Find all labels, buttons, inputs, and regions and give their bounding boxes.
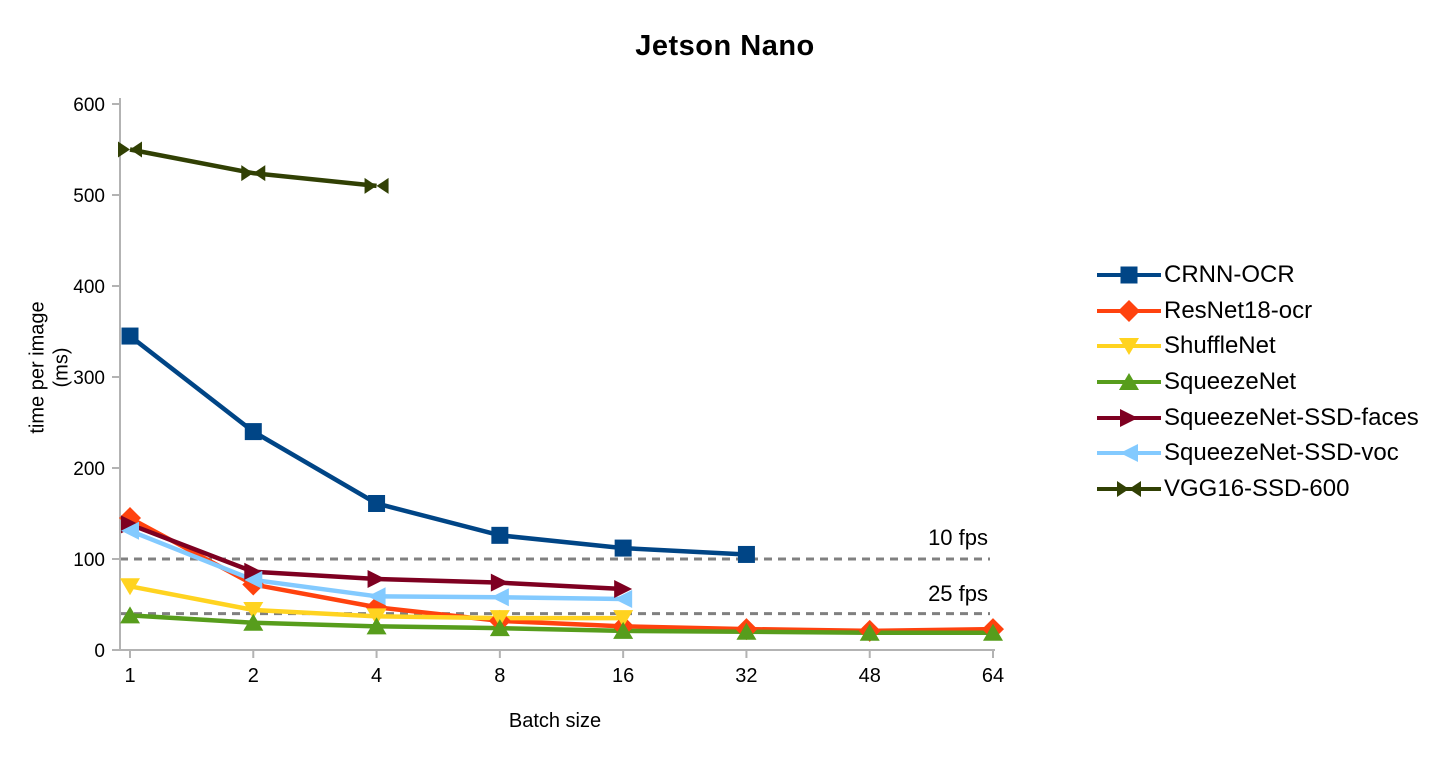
marker-square	[121, 327, 139, 345]
marker-triangle-up	[613, 621, 634, 639]
marker-triangle-left	[490, 588, 509, 607]
marker-square	[614, 539, 632, 557]
marker-bowtie	[1117, 480, 1129, 497]
legend-label: SqueezeNet-SSD-faces	[1164, 403, 1419, 431]
marker-triangle-right	[1120, 408, 1138, 427]
x-tick-label: 16	[612, 665, 634, 687]
legend-label: VGG16-SSD-600	[1164, 474, 1350, 502]
legend-marker-triangle-up-icon	[1097, 372, 1161, 390]
x-tick-label: 32	[735, 665, 757, 687]
marker-bowtie	[364, 177, 377, 194]
marker-triangle-left	[244, 570, 263, 589]
y-tick-label: 100	[73, 550, 105, 571]
marker-triangle-left	[614, 590, 633, 609]
x-tick-label: 48	[859, 665, 881, 687]
marker-triangle-up	[736, 622, 757, 640]
y-axis-title: time per image	[26, 301, 49, 434]
marker-triangle-down	[120, 578, 140, 596]
legend-label: ShuffleNet	[1164, 332, 1276, 360]
marker-triangle-left	[121, 521, 139, 540]
marker-square	[244, 423, 262, 441]
legend-marker-bowtie-icon	[1097, 480, 1161, 497]
legend-label: ResNet18-ocr	[1164, 296, 1313, 324]
marker-triangle-up	[366, 617, 387, 635]
y-tick-label: 400	[73, 277, 105, 298]
marker-triangle-down	[613, 610, 634, 628]
series-line-VGG16-SSD-600	[129, 147, 377, 189]
marker-triangle-down	[489, 610, 510, 628]
marker-triangle-up	[120, 606, 140, 624]
marker-square	[1120, 266, 1138, 284]
marker-square	[368, 494, 386, 512]
marker-diamond	[1118, 299, 1140, 322]
marker-triangle-down	[366, 608, 387, 626]
legend-label: SqueezeNet-SSD-voc	[1164, 439, 1399, 467]
y-tick-label: 0	[94, 641, 105, 662]
series-line-CRNN-OCR	[128, 334, 747, 557]
marker-bowtie	[241, 165, 254, 182]
legend-item-ResNet18-ocr: ResNet18-ocr	[1096, 293, 1419, 329]
marker-triangle-up	[489, 619, 510, 637]
marker-triangle-down	[243, 601, 264, 619]
legend-marker-square-icon	[1097, 266, 1161, 284]
legend-item-SqueezeNet: SqueezeNet	[1096, 364, 1419, 400]
x-tick-label: 2	[248, 665, 259, 687]
marker-triangle-up	[859, 623, 880, 641]
ref-line-label-25fps: 25 fps	[928, 581, 988, 606]
legend-item-VGG16-SSD-600: VGG16-SSD-600	[1096, 471, 1419, 507]
legend-item-ShuffleNet: ShuffleNet	[1096, 328, 1419, 364]
marker-triangle-left	[1120, 444, 1138, 463]
marker-triangle-right	[367, 570, 386, 589]
legend-item-CRNN-OCR: CRNN-OCR	[1096, 257, 1419, 293]
marker-triangle-up	[1119, 372, 1139, 390]
x-tick-label: 8	[494, 665, 505, 687]
chart-title: Jetson Nano	[635, 30, 815, 62]
x-tick-label: 4	[371, 665, 382, 687]
marker-bowtie	[253, 165, 266, 182]
marker-triangle-down	[1119, 338, 1139, 356]
marker-bowtie	[130, 141, 142, 158]
legend-marker-triangle-left-icon	[1097, 444, 1161, 463]
marker-bowtie	[376, 177, 389, 194]
marker-square	[491, 526, 509, 544]
legend-label: SqueezeNet	[1164, 367, 1297, 395]
marker-triangle-up	[243, 613, 264, 631]
series-line-SqueezeNet	[129, 613, 993, 635]
y-tick-label: 200	[73, 459, 105, 480]
legend-label: CRNN-OCR	[1164, 260, 1295, 288]
legend-marker-diamond-icon	[1097, 299, 1161, 322]
marker-bowtie	[1129, 480, 1141, 497]
legend-item-SqueezeNet-SSD-voc: SqueezeNet-SSD-voc	[1096, 435, 1419, 471]
x-tick-label: 1	[124, 665, 135, 687]
marker-square	[737, 545, 755, 563]
y-tick-label: 600	[73, 95, 105, 116]
legend: CRNN-OCR ResNet18-ocr ShuffleNet SqueezeNet…	[1096, 257, 1419, 507]
legend-item-SqueezeNet-SSD-faces: SqueezeNet-SSD-faces	[1096, 400, 1419, 436]
marker-bowtie	[118, 141, 130, 158]
y-tick-label: 300	[73, 368, 105, 389]
marker-triangle-up	[983, 623, 1003, 641]
y-tick-label: 500	[73, 186, 105, 207]
y-axis-title-units: (ms)	[50, 347, 73, 388]
x-tick-label: 64	[982, 665, 1004, 687]
x-axis-title: Batch size	[508, 710, 602, 732]
marker-triangle-right	[244, 562, 263, 581]
marker-triangle-left	[367, 587, 386, 606]
ref-line-label-10fps: 10 fps	[928, 525, 988, 550]
legend-marker-triangle-down-icon	[1097, 338, 1161, 356]
marker-triangle-right	[490, 573, 509, 592]
marker-triangle-right	[614, 580, 633, 599]
legend-marker-triangle-right-icon	[1097, 408, 1161, 427]
